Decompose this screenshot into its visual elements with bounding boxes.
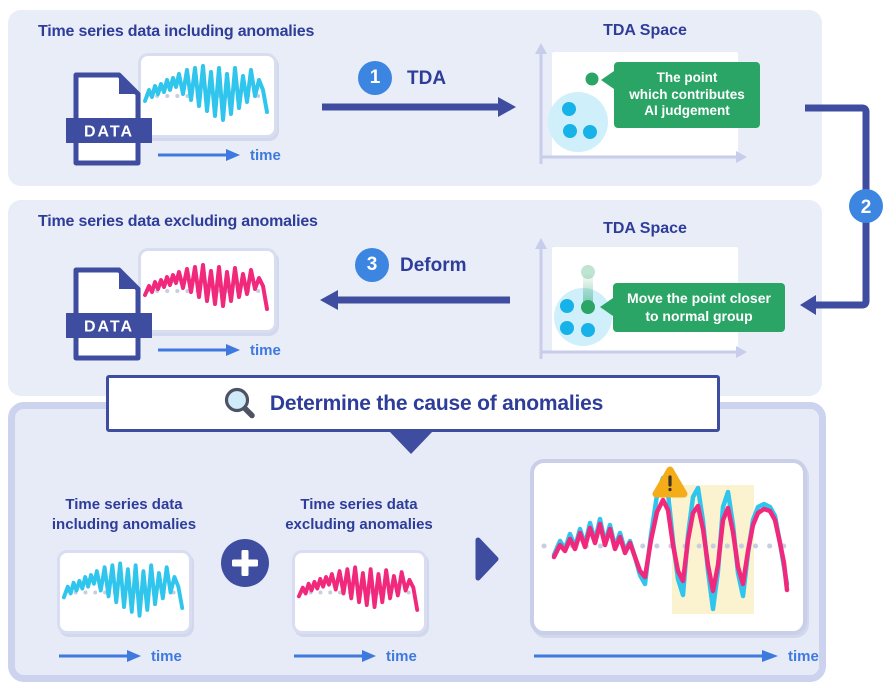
overlay-comparison-chart	[530, 459, 807, 635]
play-triangle-icon	[475, 537, 499, 581]
normal-series-wave	[143, 263, 270, 311]
callout-line: AI judgement	[644, 103, 730, 119]
time-arrow-icon	[158, 344, 240, 356]
time-label: time	[788, 647, 819, 665]
connector-arrowhead-icon	[800, 295, 816, 315]
title-line: excluding anomalies	[285, 515, 433, 533]
time-axis: time	[294, 645, 417, 667]
normal-point-dot	[581, 323, 595, 337]
step2-badge-number: 2	[861, 197, 872, 218]
panel1-title: Time series data including anomalies	[38, 23, 315, 40]
normal-series-wave	[296, 565, 421, 612]
callout-line: The point	[656, 69, 718, 85]
time-label: time	[250, 341, 281, 359]
anomaly-point-dot	[581, 300, 595, 314]
time-axis: time	[158, 144, 281, 166]
normal-series-chart	[138, 248, 277, 333]
normal-point-dot	[583, 125, 597, 139]
time-axis: time	[534, 645, 819, 667]
header-title: Determine the cause of anomalies	[269, 391, 604, 415]
data-file-label: DATA	[84, 124, 134, 141]
tda-space-title: TDA Space	[603, 220, 687, 237]
folded-corner-icon	[119, 270, 138, 289]
determine-cause-header: Determine the cause of anomalies	[106, 375, 720, 432]
callout-bubble: The point which contributes AI judgement	[614, 62, 760, 128]
time-arrow-icon	[294, 650, 376, 662]
anomalous-series-wave	[61, 561, 186, 618]
warning-exclamation-icon	[652, 466, 688, 498]
tda-space-title: TDA Space	[603, 22, 687, 39]
y-axis-arrow-icon	[535, 43, 547, 54]
data-file-icon: DATA	[66, 267, 152, 361]
step3-label: Deform	[400, 255, 467, 276]
data-file-label: DATA	[84, 319, 134, 336]
data-file-icon: DATA	[66, 72, 152, 166]
deform-arrow-icon	[320, 290, 510, 310]
callout-bubble: Move the point closer to normal group	[613, 283, 785, 332]
time-arrow-icon	[534, 650, 778, 662]
callout-tail	[601, 71, 614, 89]
normal-point-dot	[563, 124, 577, 138]
tda-arrow-icon	[322, 97, 516, 117]
plus-icon	[221, 539, 269, 587]
overlay-comparison-wave	[541, 466, 797, 614]
step2-connector-arrow: 2	[800, 104, 883, 315]
normal-point-dot	[560, 299, 574, 313]
title-line: Time series data	[65, 496, 183, 513]
right-series-title: Time series data excluding anomalies	[274, 495, 444, 534]
normal-point-dot	[562, 102, 576, 116]
time-label: time	[386, 647, 417, 665]
folded-corner-icon	[119, 75, 138, 94]
normal-point-dot	[560, 321, 574, 335]
x-axis-arrow-icon	[736, 346, 747, 358]
anomaly-point-dot	[585, 72, 599, 86]
tda-scatter	[535, 238, 747, 359]
magnifier-icon	[224, 387, 255, 418]
title-line: Time series data	[300, 496, 418, 513]
panel-deform-to-normal: Time series data excluding anomalies DAT…	[8, 200, 822, 396]
step2-badge	[849, 189, 883, 223]
anomalous-series-chart	[138, 53, 277, 138]
step1-badge: 1	[358, 61, 392, 95]
step3-badge: 3	[355, 248, 389, 282]
normal-group-cluster	[548, 92, 608, 152]
y-axis-arrow-icon	[535, 238, 547, 249]
panel-anomalous-to-tda: Time series data including anomalies DAT…	[8, 10, 822, 186]
left-series-title: Time series data including anomalies	[39, 495, 209, 534]
time-label: time	[151, 647, 182, 665]
callout-line: to normal group	[645, 307, 753, 324]
time-arrow-icon	[158, 149, 240, 161]
panel2-title: Time series data excluding anomalies	[38, 213, 318, 230]
callout-tail	[600, 298, 613, 316]
tda-scatter	[535, 43, 747, 164]
callout-line: Move the point closer	[627, 290, 771, 306]
time-axis: time	[59, 645, 182, 667]
time-arrow-icon	[59, 650, 141, 662]
anomalous-series-wave	[143, 64, 270, 122]
step1-label: TDA	[407, 68, 447, 89]
anomaly-point-trail	[583, 273, 593, 307]
down-arrow-icon	[389, 431, 433, 454]
title-line: including anomalies	[51, 515, 197, 533]
normal-series-chart	[292, 550, 427, 634]
panel-determine-cause: Time series data including anomalies Tim…	[8, 402, 826, 682]
anomalous-series-chart	[57, 550, 192, 634]
time-label: time	[250, 146, 281, 164]
x-axis-arrow-icon	[736, 151, 747, 163]
callout-line: which contributes	[629, 86, 745, 102]
time-axis: time	[158, 339, 281, 361]
